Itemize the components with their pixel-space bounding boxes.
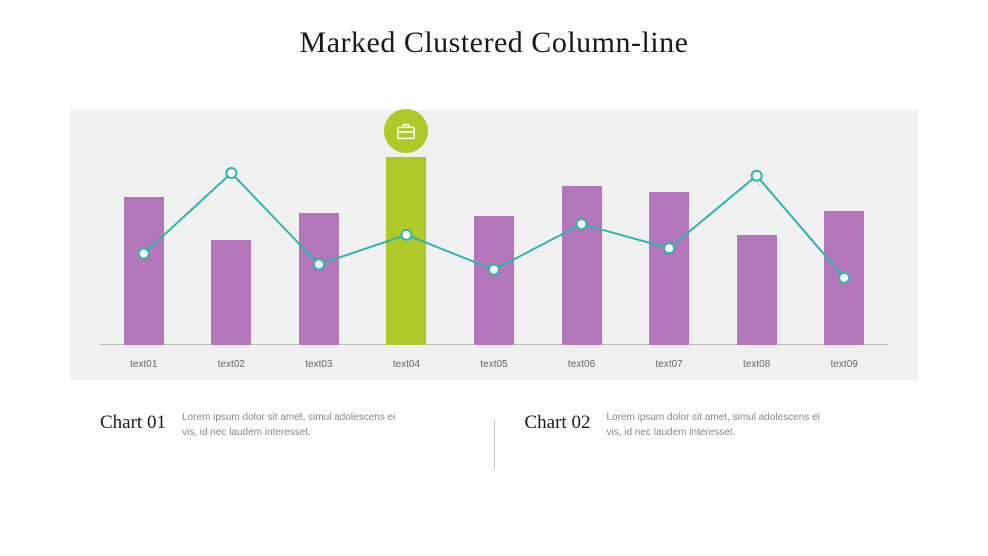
trend-line <box>144 173 844 278</box>
x-axis-label: text07 <box>655 359 682 370</box>
line-plot <box>100 130 888 345</box>
x-axis-labels: text01 text02 text03 text04 text05 text06 text… <box>100 350 888 380</box>
line-marker <box>489 265 499 275</box>
desc-title-2: Chart 02 <box>525 410 591 434</box>
line-marker <box>314 259 324 269</box>
x-axis-label: text03 <box>305 359 332 370</box>
line-marker <box>226 168 236 178</box>
description-block-2: Chart 02 Lorem ipsum dolor sit amet, sim… <box>495 400 919 450</box>
page-title: Marked Clustered Column-line <box>0 0 988 60</box>
highlight-badge <box>384 109 428 153</box>
line-marker <box>401 230 411 240</box>
slide-page: Marked Clustered Column-line text01text0… <box>0 0 988 556</box>
chart-plot-area: text01 text02 text03 text04 text05 text06 text… <box>100 110 888 380</box>
line-marker <box>839 273 849 283</box>
desc-body-1: Lorem ipsum dolor sit amet, simul adoles… <box>182 410 402 440</box>
x-axis-label: text09 <box>831 359 858 370</box>
line-marker <box>577 219 587 229</box>
line-marker <box>139 249 149 259</box>
x-axis-label: text06 <box>568 359 595 370</box>
descriptions-row: Chart 01 Lorem ipsum dolor sit amet, sim… <box>70 400 918 490</box>
line-marker <box>752 171 762 181</box>
desc-title-1: Chart 01 <box>100 410 166 434</box>
chart-panel: text01 text02 text03 text04 text05 text06 text… <box>70 110 918 380</box>
description-block-1: Chart 01 Lorem ipsum dolor sit amet, sim… <box>70 400 494 450</box>
desc-body-2: Lorem ipsum dolor sit amet, simul adoles… <box>606 410 826 440</box>
x-axis-label: text04 <box>393 359 420 370</box>
line-marker <box>664 243 674 253</box>
x-axis-label: text08 <box>743 359 770 370</box>
x-axis-label: text01 <box>130 359 157 370</box>
briefcase-icon <box>395 120 417 142</box>
x-axis-label: text05 <box>480 359 507 370</box>
x-axis-label: text02 <box>218 359 245 370</box>
